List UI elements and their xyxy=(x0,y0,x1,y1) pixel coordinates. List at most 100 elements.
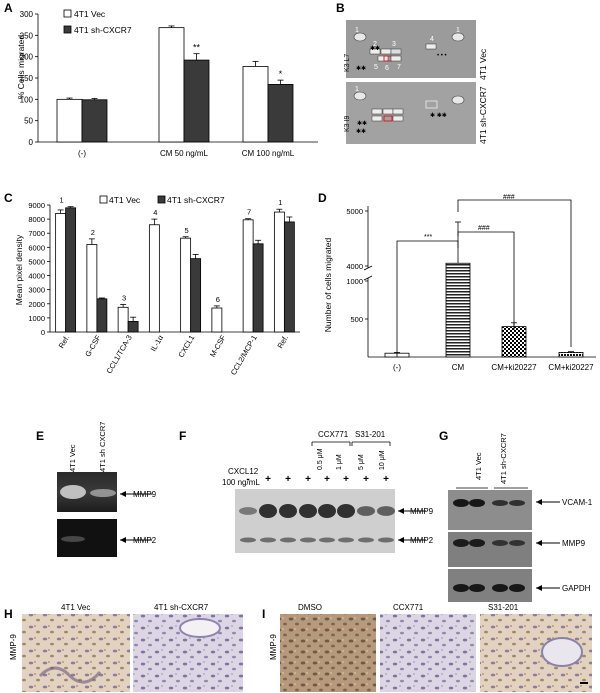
ihc-title-i-1: DMSO xyxy=(298,603,322,612)
panel-h: H 4T1 Vec 4T1 sh-CXCR7 MMP-9 xyxy=(4,603,243,692)
svg-text:7: 7 xyxy=(397,64,401,71)
panel-letter-b: B xyxy=(336,1,345,15)
x-tick-label-c: M-CSF xyxy=(208,333,228,358)
x-tick-label-c: CXCL1 xyxy=(176,334,196,359)
bar-vec-a xyxy=(242,66,269,143)
bar-vec-a xyxy=(158,27,185,143)
y-tick-label-c: 2000 xyxy=(28,300,45,309)
error-bar-c xyxy=(120,304,127,308)
bar-vec-c xyxy=(86,244,98,333)
scale-bar-i xyxy=(580,682,588,684)
band-f-mmp9 xyxy=(299,504,317,518)
panel-f: F CCX771 S31-201 0.5 μM 1 μM 5 μM 10 μM … xyxy=(179,429,434,553)
ihc-image-i-ccx771 xyxy=(380,614,476,692)
lane-sign-f: + xyxy=(285,474,291,485)
error-bar-c xyxy=(213,305,220,309)
band-g-mmp9 xyxy=(492,540,508,546)
blot-mark-sh: K3 I9 xyxy=(344,116,351,132)
bar-d xyxy=(445,262,471,358)
legend-a: 4T1 Vec 4T1 sh-CXCR7 xyxy=(63,9,132,35)
svg-text:✱✱: ✱✱ xyxy=(370,45,380,52)
svg-text:• • •: • • • xyxy=(437,53,447,59)
axis-break-d xyxy=(363,265,373,271)
error-bar-c xyxy=(67,206,74,208)
array-membrane-vec xyxy=(346,20,476,78)
lane-label-e-2: 4T1 sh CXCR7 xyxy=(98,422,107,472)
band-g-vcam1 xyxy=(453,499,469,507)
x-tick-label-a: CM 100 ng/mL xyxy=(242,149,295,158)
error-bar-a xyxy=(168,25,175,28)
panel-i: I DMSO CCX771 S31-201 MMP-9 xyxy=(262,603,592,692)
band-g-gapdh xyxy=(509,584,525,592)
bar-number-c: 7 xyxy=(247,208,251,217)
error-bar-a xyxy=(252,60,259,67)
gel-f xyxy=(235,489,395,553)
y-tick-label-c: 4000 xyxy=(28,272,45,281)
significance-brackets-d xyxy=(396,199,572,357)
band-f-mmp2 xyxy=(358,537,374,543)
significance-d-2: ### xyxy=(503,194,515,201)
x-tick-label-c: Ref. xyxy=(57,334,72,350)
lane-sign-f: + xyxy=(305,474,311,485)
panel-letter-f: F xyxy=(179,429,186,443)
row-label-i: MMP-9 xyxy=(269,634,278,660)
x-tick-label-d: CM xyxy=(452,363,465,372)
band-e-mmp9-1 xyxy=(60,485,86,499)
y-tick-label-c: 3000 xyxy=(28,286,45,295)
band-f-mmp9 xyxy=(239,507,257,515)
bars-d xyxy=(384,221,584,358)
dose-label-f-1: 0.5 μM xyxy=(317,448,324,470)
bar-vec-c xyxy=(117,306,129,333)
bar-sh-c xyxy=(96,298,108,333)
bar-vec-c xyxy=(180,237,192,333)
lane-sign-f: + xyxy=(363,474,369,485)
x-tick-label-d: CM+ki20227 xyxy=(548,363,594,372)
error-bar-a xyxy=(193,53,200,61)
band-f-mmp9 xyxy=(279,504,297,518)
bar-sh-c xyxy=(127,321,139,333)
bar-vec-a xyxy=(56,98,83,143)
array-membrane-sh xyxy=(346,82,476,144)
legend-swatch-sh-a xyxy=(63,25,72,34)
band-f-mmp2 xyxy=(300,537,316,543)
band-g-gapdh xyxy=(453,584,469,592)
band-f-mmp9 xyxy=(357,506,375,516)
blot-mark-vec: K3 L7 xyxy=(344,54,351,72)
y-tick-label-c: 8000 xyxy=(28,215,45,224)
x-tick-label-c: CCL2/MCP-1 xyxy=(229,334,259,377)
arrow-label-g-gapdh: GAPDH xyxy=(562,584,591,593)
x-tick-label-a: (-) xyxy=(78,149,86,158)
bar-number-c: 2 xyxy=(91,228,95,237)
lane-sign-f: + xyxy=(265,474,271,485)
y-tick-label-a: 50 xyxy=(24,117,33,126)
bar-sh-c xyxy=(190,258,202,333)
svg-text:5: 5 xyxy=(374,64,378,71)
bar-number-c: 3 xyxy=(122,293,126,302)
svg-text:✱ ✱✱: ✱ ✱✱ xyxy=(430,112,447,119)
arrow-label-f-mmp2: MMP2 xyxy=(410,536,434,545)
svg-text:2: 2 xyxy=(373,41,377,48)
arrow-label-f-mmp9: MMP9 xyxy=(410,507,434,516)
panel-e: E 4T1 Vec 4T1 sh CXCR7 MMP9 MMP2 xyxy=(36,422,157,557)
significance-d-1: *** xyxy=(424,234,432,241)
ihc-title-i-3: S31-201 xyxy=(488,603,519,612)
x-tick-label-c: Ref. xyxy=(275,334,290,350)
bar-sh-a xyxy=(267,84,294,143)
dose-label-f-3: 5 μM xyxy=(358,454,365,470)
band-f-mmp2 xyxy=(240,537,256,543)
svg-text:✱✱: ✱✱ xyxy=(357,120,367,127)
axes-d: 4000 5000 500 1000 (-) CM CM+ki20227 CM+ki20227 xyxy=(346,206,596,372)
error-bar-c xyxy=(88,238,95,245)
ihc-title-h-1: 4T1 Vec xyxy=(61,603,90,612)
band-f-mmp2 xyxy=(338,537,354,543)
ihc-vessel-i xyxy=(541,637,583,667)
bar-d xyxy=(558,352,584,358)
bar-number-c: 4 xyxy=(153,208,157,217)
error-bar-c xyxy=(151,218,158,225)
ihc-title-h-2: 4T1 sh-CXCR7 xyxy=(154,603,209,612)
band-g-mmp9 xyxy=(453,539,469,547)
band-g-mmp9 xyxy=(469,539,485,547)
group-label-f-2: S31-201 xyxy=(355,430,386,439)
row-label-h: MMP-9 xyxy=(9,634,18,660)
panel-letter-d: D xyxy=(318,191,327,205)
